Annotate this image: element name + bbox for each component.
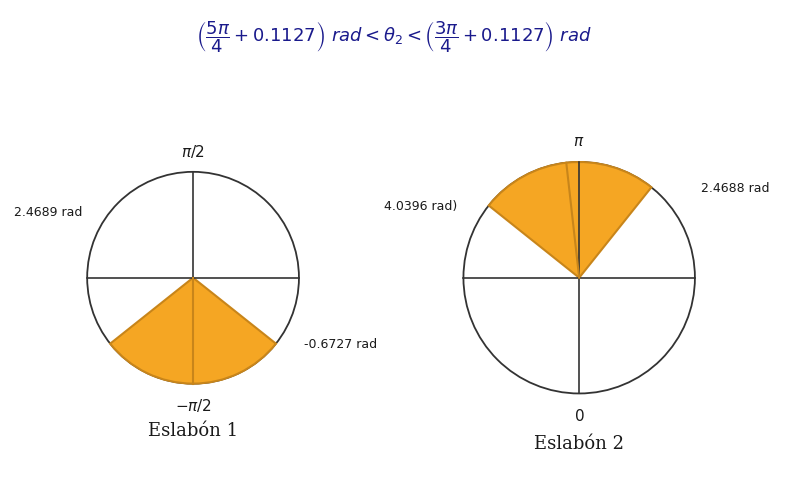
Text: $-\pi/2$: $-\pi/2$ <box>175 397 211 413</box>
Text: -0.6727 rad: -0.6727 rad <box>304 338 377 350</box>
Text: 2.4689 rad: 2.4689 rad <box>13 206 82 219</box>
Wedge shape <box>489 163 652 278</box>
Text: $0$: $0$ <box>574 407 585 424</box>
Wedge shape <box>110 278 276 384</box>
Text: Eslabón 1: Eslabón 1 <box>148 421 238 439</box>
Text: $\pi$: $\pi$ <box>574 134 585 149</box>
Text: Eslabón 2: Eslabón 2 <box>534 434 624 452</box>
Text: 4.0396 rad): 4.0396 rad) <box>385 200 458 213</box>
Text: $\pi/2$: $\pi/2$ <box>181 143 205 160</box>
Text: 2.4688 rad: 2.4688 rad <box>701 182 769 194</box>
Text: $\left(\dfrac{5\pi}{4}+0.1127\right)\ \mathit{rad} < \theta_2 < \left(\dfrac{3\p: $\left(\dfrac{5\pi}{4}+0.1127\right)\ \m… <box>196 20 592 55</box>
